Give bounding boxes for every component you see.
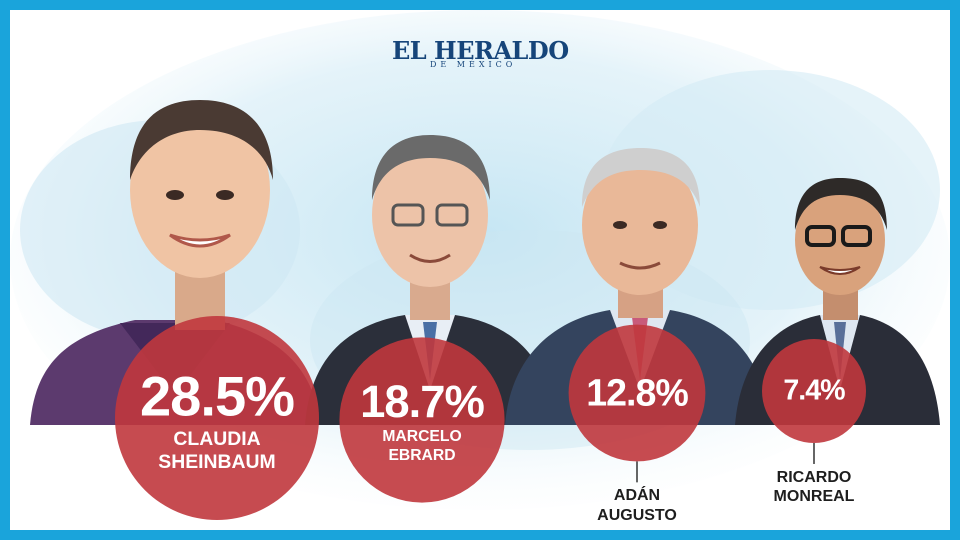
frame-right: [950, 0, 960, 540]
name-line: EBRARD: [388, 447, 456, 465]
brand-logo: EL HERALDO: [392, 36, 569, 65]
name-label-adan-augusto: ADÁN AUGUSTO: [597, 486, 677, 524]
name-line: CLAUDIA: [173, 428, 261, 451]
value-label-ricardo-monreal: 7.4%: [783, 374, 845, 407]
frame-top: [0, 0, 960, 10]
frame-bottom: [0, 530, 960, 540]
name-line: RICARDO: [776, 468, 852, 486]
name-line: ADÁN: [613, 487, 661, 505]
name-line: MONREAL: [773, 488, 855, 506]
bubble-claudia-sheinbaum: [115, 316, 319, 520]
brand-logo-subtitle: DE MÉXICO: [430, 60, 517, 69]
value-label-adan-augusto: 12.8%: [586, 371, 689, 414]
name-line: MARCELO: [382, 428, 462, 446]
name-label-marcelo-ebrard: MARCELO EBRARD: [382, 428, 461, 466]
frame-left: [0, 0, 10, 540]
name-label-claudia-sheinbaum: CLAUDIA SHEINBAUM: [158, 428, 275, 475]
value-label-marcelo-ebrard: 18.7%: [360, 375, 485, 427]
name-line: AUGUSTO: [597, 506, 677, 524]
value-label-claudia-sheinbaum: 28.5%: [139, 364, 295, 428]
bubble-adan-augusto: [568, 324, 706, 462]
bubble-marcelo-ebrard: [339, 337, 505, 503]
name-label-ricardo-monreal: RICARDO MONREAL: [774, 468, 855, 506]
bubble-ricardo-monreal: [762, 339, 866, 443]
name-line: SHEINBAUM: [158, 451, 276, 474]
